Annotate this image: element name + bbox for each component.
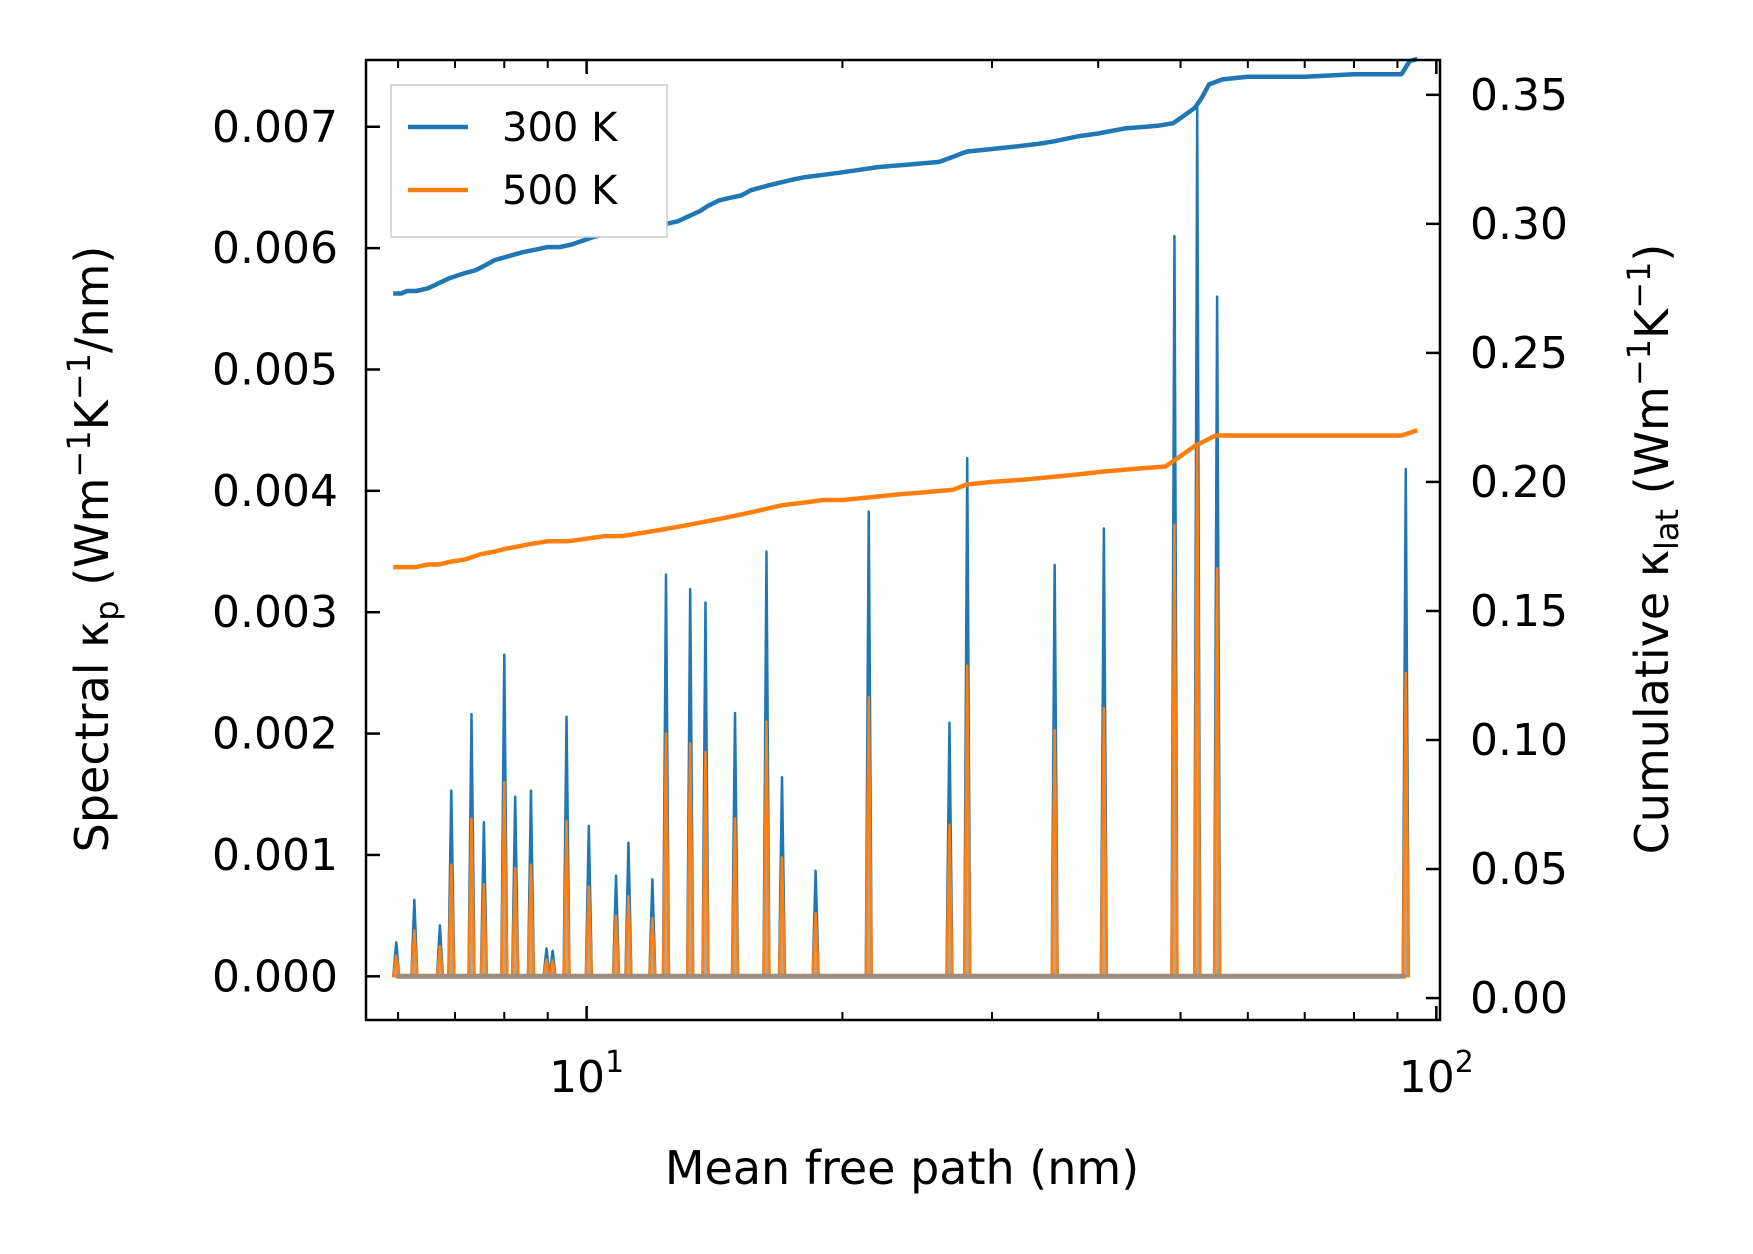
legend-label-300k: 300 K	[502, 105, 619, 151]
y-right-tick-label: 0.15	[1470, 586, 1568, 637]
y-left-tick-label: 0.007	[212, 102, 338, 153]
cumulative-line-500k	[393, 428, 1419, 570]
plot-area: 101 102 0.000 0.001 0.002 0.003 0.004 0.005 0.00…	[212, 56, 1568, 1103]
x-axis-label: Mean free path (nm)	[665, 1141, 1139, 1195]
y-left-tick-label: 0.000	[212, 951, 338, 1002]
plot-frame	[364, 58, 1442, 1022]
y-right-tick-label: 0.10	[1470, 715, 1568, 766]
y-axis-label-right: Cumulative κlat (Wm−1K−1)	[1620, 244, 1686, 855]
x-tick-label: 101	[549, 1045, 624, 1103]
y-left-tick-label: 0.001	[212, 830, 338, 881]
y-left-tick-label: 0.003	[212, 587, 338, 638]
cumulative-line-300k	[393, 56, 1419, 296]
y-axis-label-left: Spectral κp (Wm−1K−1/nm)	[60, 246, 126, 853]
y-right-tick-label: 0.30	[1470, 199, 1568, 250]
y-right-tick-label: 0.05	[1470, 844, 1568, 895]
y-left-tick-label: 0.002	[212, 709, 338, 760]
x-tick-label: 102	[1399, 1045, 1474, 1103]
y-right-tick-label: 0.25	[1470, 328, 1568, 379]
y-right-tick-label: 0.20	[1470, 457, 1568, 508]
y-left-tick-label: 0.006	[212, 223, 338, 274]
legend-frame	[390, 84, 668, 238]
y-right-tick-label: 0.00	[1470, 973, 1568, 1024]
y-right-tick-label: 0.35	[1470, 70, 1568, 121]
y-left-tick-label: 0.005	[212, 344, 338, 395]
legend: 300 K 500 K	[390, 84, 668, 238]
y-left-tick-label: 0.004	[212, 466, 338, 517]
legend-label-500k: 500 K	[502, 168, 619, 214]
